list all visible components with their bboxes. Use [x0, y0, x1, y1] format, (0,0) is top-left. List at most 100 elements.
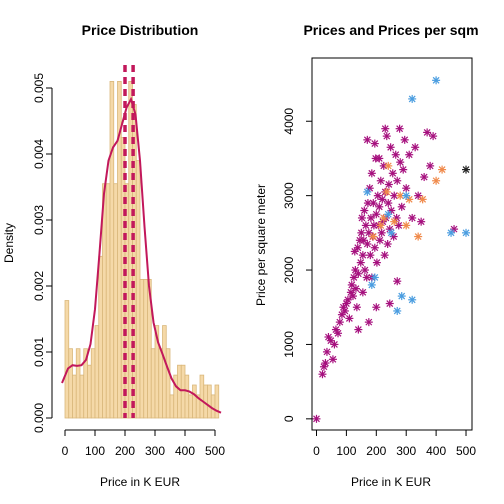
- scatter-point: [357, 228, 366, 237]
- scatter-point: [354, 269, 363, 278]
- scatter-x-axis: 0 100 200 300 400 500: [313, 429, 476, 458]
- scatter-point: [390, 217, 399, 226]
- histogram-x-label: Price in K EUR: [100, 475, 180, 489]
- scatter-point: [462, 228, 471, 237]
- scatter-point: [366, 251, 375, 260]
- scatter-panel: Prices and Prices per sqm 0 100 200 300 400 5…: [254, 22, 479, 489]
- scatter-point: [357, 213, 366, 222]
- scatter-point: [328, 355, 337, 364]
- scatter-title: Prices and Prices per sqm: [303, 22, 478, 38]
- scatter-point: [432, 76, 441, 85]
- scatter-point: [420, 173, 429, 182]
- scatter-point: [370, 243, 379, 252]
- histogram-bar: [199, 374, 205, 419]
- scatter-point: [356, 258, 365, 267]
- histogram-bar: [75, 348, 81, 419]
- scatter-point: [418, 195, 427, 204]
- x-tick-label: 200: [366, 444, 386, 458]
- scatter-point: [367, 169, 376, 178]
- scatter-point: [423, 128, 432, 137]
- scatter-point: [358, 251, 367, 260]
- y-tick-label: 0.000: [32, 403, 46, 433]
- scatter-point: [384, 199, 393, 208]
- histogram-y-label: Density: [2, 223, 16, 263]
- x-tick-label: 400: [175, 444, 195, 458]
- scatter-point: [387, 228, 396, 237]
- x-tick-label: 100: [336, 444, 356, 458]
- y-tick-label: 0.005: [32, 73, 46, 103]
- x-tick-label: 400: [426, 444, 446, 458]
- scatter-point: [334, 329, 343, 338]
- scatter-point: [414, 191, 423, 200]
- scatter-point: [405, 150, 414, 159]
- scatter-point: [391, 150, 400, 159]
- histogram-bar: [150, 348, 156, 419]
- histogram-bar: [98, 255, 103, 419]
- scatter-point: [408, 94, 417, 103]
- scatter-point: [417, 217, 426, 226]
- scatter-point: [384, 210, 393, 219]
- scatter-x-label: Price in K EUR: [351, 475, 431, 489]
- scatter-point: [382, 132, 391, 141]
- scatter-point: [363, 187, 372, 196]
- scatter-point: [364, 318, 373, 327]
- x-tick-label: 500: [205, 444, 225, 458]
- histogram-title: Price Distribution: [82, 22, 199, 38]
- x-tick-label: 0: [313, 444, 320, 458]
- scatter-point: [322, 347, 331, 356]
- scatter-point: [361, 221, 370, 230]
- scatter-point: [402, 221, 411, 230]
- scatter-point: [402, 191, 411, 200]
- histogram-bar: [143, 278, 148, 419]
- histogram-bar: [192, 384, 197, 419]
- histogram-bar: [135, 160, 141, 419]
- scatter-point: [340, 306, 349, 315]
- histogram-bar: [177, 364, 182, 419]
- histogram-bars: [64, 81, 220, 419]
- histogram-bar: [87, 364, 92, 419]
- scatter-point: [397, 292, 406, 301]
- scatter-point: [343, 295, 352, 304]
- histogram-bar: [162, 325, 167, 419]
- histogram-bar: [113, 183, 118, 419]
- scatter-point: [399, 165, 408, 174]
- scatter-point: [353, 243, 362, 252]
- scatter-point: [366, 213, 375, 222]
- histogram-bar: [169, 394, 175, 419]
- histogram-bar: [214, 384, 220, 419]
- scatter-point: [385, 299, 394, 308]
- x-tick-label: 200: [115, 444, 135, 458]
- scatter-point: [372, 258, 381, 267]
- y-tick-label: 0.003: [32, 205, 46, 235]
- histogram-bar: [158, 348, 163, 419]
- scatter-point: [378, 195, 387, 204]
- histogram-y-axis: 0.000 0.001 0.002 0.003 0.004 0.005: [32, 73, 53, 433]
- scatter-point: [358, 288, 367, 297]
- y-tick-label: 0.001: [32, 337, 46, 367]
- x-tick-label: 100: [85, 444, 105, 458]
- x-tick-label: 0: [62, 444, 69, 458]
- scatter-point: [375, 202, 384, 211]
- y-tick-label: 0.004: [32, 139, 46, 169]
- scatter-point: [438, 165, 447, 174]
- scatter-y-axis: 0 1000 2000 3000 4000: [282, 108, 313, 422]
- scatter-point: [384, 180, 393, 189]
- histogram-bar: [90, 348, 96, 419]
- scatter-plot-box: [311, 57, 473, 431]
- histogram-panel: Price Distribution 0 100 200 300 400 500 0.00…: [2, 22, 225, 489]
- scatter-point: [345, 314, 354, 323]
- histogram-bar: [109, 81, 115, 419]
- histogram-bar: [94, 325, 100, 419]
- scatter-point: [375, 154, 384, 163]
- scatter-point: [376, 176, 385, 185]
- scatter-point: [429, 132, 438, 141]
- y-tick-label: 2000: [282, 256, 296, 283]
- histogram-bar: [72, 374, 77, 419]
- scatter-point: [326, 336, 335, 345]
- mean-median-lines: [123, 65, 135, 418]
- scatter-point: [408, 295, 417, 304]
- scatter-point: [383, 240, 392, 248]
- scatter-point: [426, 161, 435, 170]
- scatter-point: [393, 176, 402, 185]
- scatter-point: [400, 135, 409, 144]
